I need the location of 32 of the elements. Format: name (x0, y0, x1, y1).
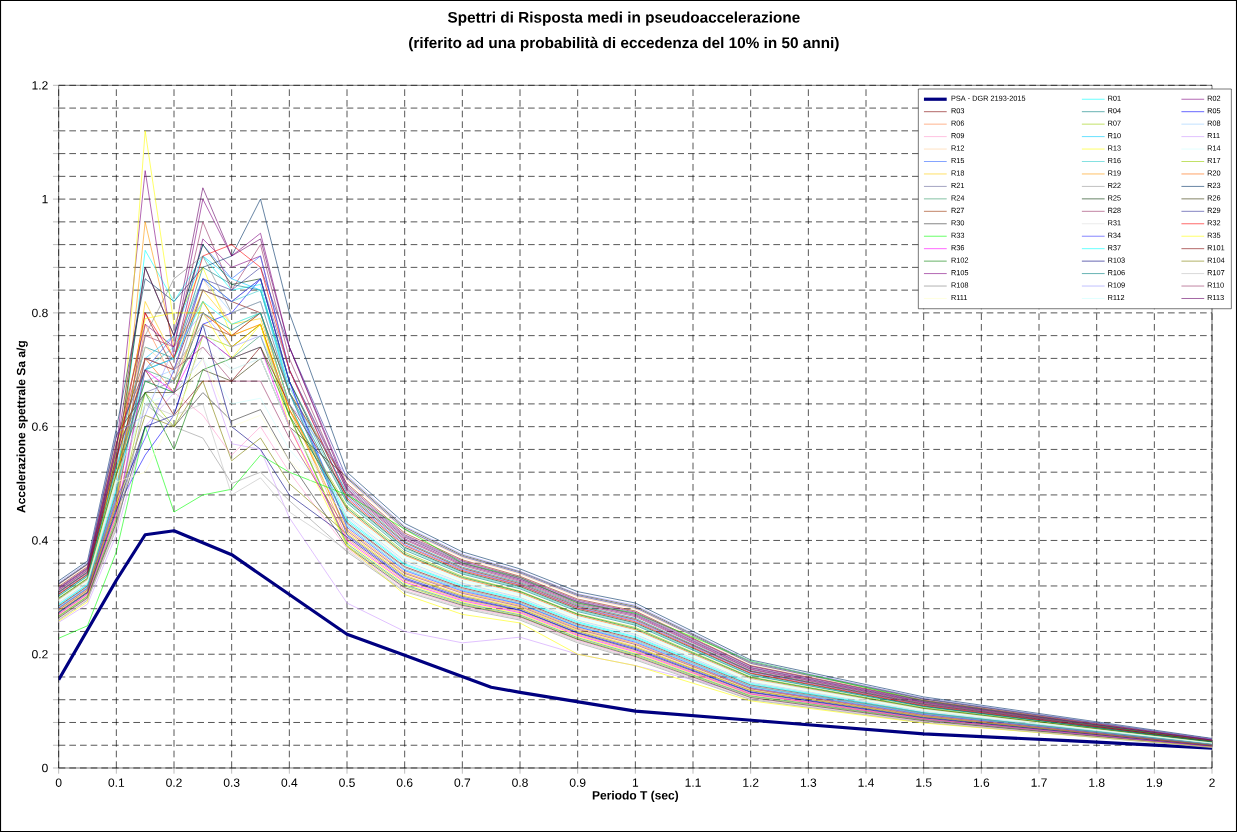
x-tick-label: 1.1 (685, 778, 701, 787)
x-tick-label: 2 (1209, 778, 1215, 787)
x-tick-label: 0.5 (339, 778, 355, 787)
y-axis-title: Accelerazione spettrale Sa a/g (16, 341, 28, 513)
x-tick-label: 1.6 (973, 778, 990, 787)
x-tick-label: 0.9 (569, 778, 586, 787)
x-tick-label: 0.4 (281, 778, 298, 787)
y-tick-label: 1.2 (32, 81, 48, 90)
y-tick-label: 0.2 (32, 649, 48, 659)
x-tick-label: 1.4 (858, 778, 874, 787)
y-tick-label: 0.6 (32, 422, 48, 431)
x-tick-label: 0.3 (223, 778, 240, 787)
x-tick-label: 0.2 (166, 778, 182, 787)
x-tick-label: 1.3 (800, 778, 817, 787)
x-tick-label: 1.9 (1146, 778, 1163, 787)
x-tick-label: 0 (55, 778, 62, 787)
y-tick-label: 1 (42, 194, 48, 204)
y-tick-label: 0.4 (32, 536, 48, 545)
x-tick-label: 1 (632, 778, 639, 787)
x-tick-label: 0.6 (396, 778, 413, 787)
x-tick-label: 0.7 (454, 778, 471, 787)
y-tick-label: 0 (42, 763, 48, 773)
chart-title: Spettri di Risposta medi in pseudoaccelerazione (447, 11, 800, 26)
x-tick-label: 1.5 (916, 778, 932, 787)
x-tick-label: 0.8 (512, 778, 528, 787)
y-tick-label: 0.8 (32, 308, 48, 318)
x-axis-title: Periodo T (sec) (592, 790, 679, 802)
x-tick-label: 1.7 (1031, 778, 1047, 787)
x-tick-label: 0.1 (108, 778, 125, 787)
chart-subtitle: (riferito ad una probabilità di eccedenza del 10% in 50 anni) (409, 36, 839, 52)
x-tick-label: 1.8 (1089, 778, 1105, 787)
x-tick-label: 1.2 (743, 778, 759, 787)
